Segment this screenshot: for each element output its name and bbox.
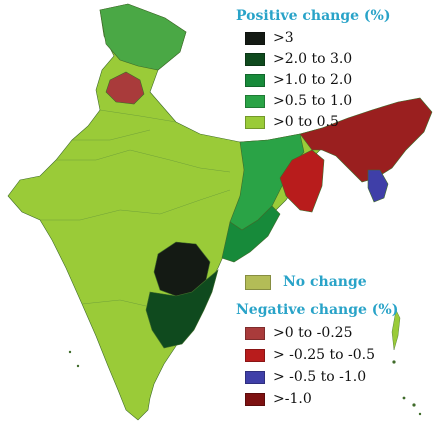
no-change-legend: No change (245, 274, 367, 290)
legend-swatch (245, 52, 265, 66)
legend-swatch (245, 274, 271, 290)
mizoram-region (367, 169, 389, 203)
punjab-region (105, 71, 145, 105)
legend-swatch (245, 370, 265, 384)
andhra-region (145, 269, 219, 349)
legend-label: >2.0 to 3.0 (273, 51, 353, 67)
legend-item-2to3: >2.0 to 3.0 (245, 51, 352, 67)
andaman-islands (391, 309, 401, 351)
legend-item-gt3: >3 (245, 30, 294, 46)
legend-label: >0 to -0.25 (273, 325, 353, 341)
legend-swatch (245, 94, 265, 108)
legend-item-05to1: >0.5 to 1.0 (245, 93, 352, 109)
legend-label: >0.5 to 1.0 (273, 93, 353, 109)
legend-item-neg-gt1: >-1.0 (245, 391, 312, 407)
island-dot (402, 396, 406, 400)
legend-label: No change (283, 274, 367, 290)
legend-label: >3 (273, 30, 294, 46)
legend-swatch (245, 73, 265, 87)
legend-swatch (245, 392, 265, 406)
island-dot (392, 360, 396, 364)
legend-label: > -0.5 to -1.0 (273, 369, 367, 385)
island-dot (68, 350, 72, 354)
state-boundaries (40, 109, 231, 307)
legend-item-neg-0to025: >0 to -0.25 (245, 325, 353, 341)
legend-label: >1.0 to 2.0 (273, 72, 353, 88)
negative-legend-title: Negative change (%) (236, 302, 399, 318)
positive-legend-title: Positive change (%) (236, 8, 391, 24)
island-dot (412, 403, 416, 407)
legend-label: >-1.0 (273, 391, 312, 407)
legend-item-neg-025to05: > -0.25 to -0.5 (245, 347, 375, 363)
legend-swatch (245, 31, 265, 45)
legend-label: > -0.25 to -0.5 (273, 347, 376, 363)
legend-swatch (245, 115, 265, 129)
legend-item-neg-05to1: > -0.5 to -1.0 (245, 369, 366, 385)
legend-label: >0 to 0.5 (273, 114, 339, 130)
jammu-kashmir-region (99, 3, 187, 71)
legend-item-0to05: >0 to 0.5 (245, 114, 339, 130)
island-dot (76, 364, 80, 368)
island-dot (418, 412, 422, 416)
odisha-region (221, 205, 281, 263)
northeast-region (299, 97, 433, 183)
legend-item-1to2: >1.0 to 2.0 (245, 72, 352, 88)
bengal-negative-region (279, 149, 325, 213)
legend-swatch (245, 326, 265, 340)
legend-swatch (245, 348, 265, 362)
